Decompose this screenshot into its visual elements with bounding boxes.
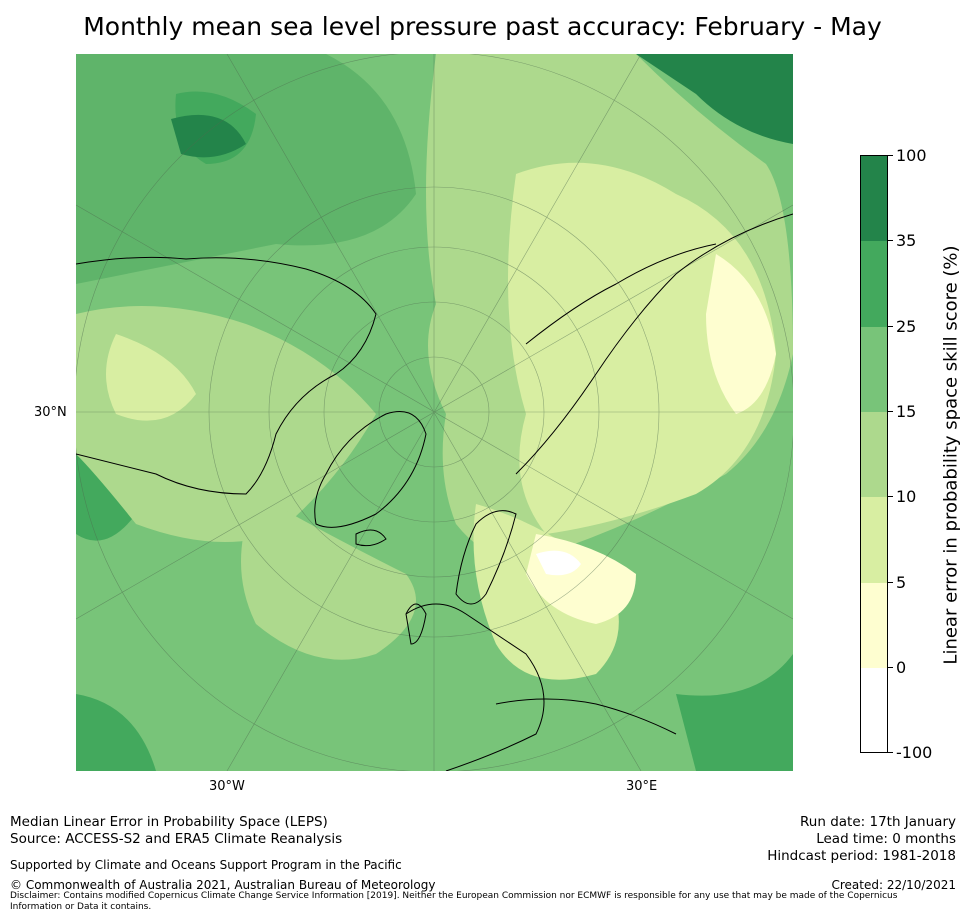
colorbar-segment	[861, 156, 887, 241]
coastlines	[76, 213, 793, 771]
colorbar-label: 25	[896, 317, 917, 336]
footer-copyright: © Commonwealth of Australia 2021, Austra…	[10, 878, 436, 892]
lon-label-30e: 30°E	[626, 779, 658, 794]
colorbar-tick	[888, 411, 893, 412]
footer-disclaimer: Disclaimer: Contains modified Copernicus…	[10, 891, 898, 912]
coastline-canada	[76, 256, 377, 495]
skill-region-white	[536, 550, 581, 576]
colorbar-segment	[861, 497, 887, 583]
colorbar-label: 0	[896, 658, 907, 677]
lead-time: Lead time: 0 months	[816, 831, 956, 847]
coastline-greenland	[314, 411, 427, 528]
skill-region-dark-sw	[76, 694, 156, 771]
footer-support: Supported by Climate and Oceans Support …	[10, 858, 402, 872]
coastline-europe	[405, 603, 545, 771]
skill-region-lighter-3	[106, 334, 196, 421]
colorbar-segment	[861, 241, 887, 327]
lat-label-30n: 30°N	[34, 405, 67, 420]
skill-region-lighter-1	[508, 162, 776, 534]
colorbar-label: 5	[896, 573, 907, 592]
colorbar-label: 35	[896, 231, 917, 250]
skill-region-dark-nw	[171, 114, 246, 158]
colorbar-segment	[861, 668, 887, 752]
colorbar-tick	[888, 667, 893, 668]
coastline-uk	[405, 603, 427, 645]
colorbar-label: 10	[896, 487, 917, 506]
coastline-mediterranean	[495, 698, 677, 735]
coastline-siberia	[525, 243, 717, 345]
colorbar-segment	[861, 327, 887, 412]
colorbar-label: -100	[896, 743, 933, 762]
skill-region-north-pacific	[76, 54, 416, 284]
graticule	[76, 54, 793, 771]
graticule-meridian	[76, 204, 793, 620]
skill-region-palest-2	[706, 254, 776, 414]
colorbar-title: Linear error in probability space skill …	[940, 245, 962, 665]
colorbar-label: 15	[896, 402, 917, 421]
colorbar-tick	[888, 582, 893, 583]
hindcast-period: Hindcast period: 1981-2018	[767, 848, 956, 864]
created-date: Created: 22/10/2021	[831, 878, 956, 892]
colorbar-tick	[888, 155, 893, 156]
colorbar-segment	[861, 412, 887, 497]
colorbar	[860, 155, 888, 753]
skill-region-dark-ne	[636, 54, 793, 144]
colorbar-tick	[888, 326, 893, 327]
coastline-iceland	[355, 529, 387, 547]
skill-region-dark-se	[676, 654, 793, 771]
skill-region-light-3	[241, 494, 416, 660]
coastline-eurasia	[515, 213, 793, 475]
footer-line2: Source: ACCESS-S2 and ERA5 Climate Reana…	[10, 831, 343, 847]
footer-line1: Median Linear Error in Probability Space…	[10, 814, 328, 830]
colorbar-tick	[888, 496, 893, 497]
coastline-scandinavia	[455, 510, 517, 605]
chart-title: Monthly mean sea level pressure past acc…	[83, 12, 882, 41]
colorbar-tick	[888, 752, 893, 753]
run-date: Run date: 17th January	[800, 814, 956, 830]
colorbar-tick	[888, 240, 893, 241]
colorbar-segment	[861, 583, 887, 668]
lon-label-30w: 30°W	[209, 779, 245, 794]
polar-map	[76, 54, 793, 771]
colorbar-label: 100	[896, 146, 927, 165]
